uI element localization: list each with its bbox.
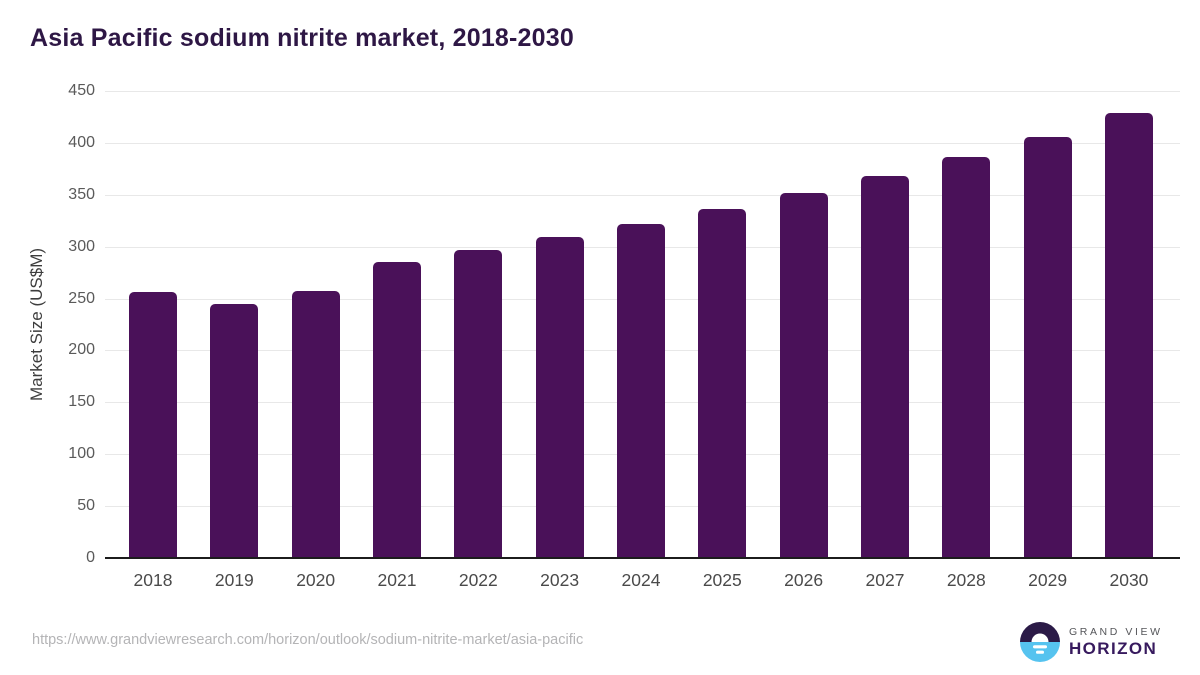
y-tick-label-350: 350 <box>68 185 95 203</box>
brand-product-name: HORIZON <box>1069 638 1158 658</box>
x-tick-label-2023: 2023 <box>540 570 580 590</box>
y-tick-label-250: 250 <box>68 289 95 307</box>
y-tick-label-0: 0 <box>86 549 95 566</box>
y-tick-label-200: 200 <box>68 341 95 359</box>
bar-2020 <box>291 291 340 558</box>
x-tick-label-2030: 2030 <box>1109 570 1149 590</box>
y-tick-label-50: 50 <box>77 497 95 515</box>
bar-2030 <box>1104 112 1153 558</box>
bar-2025 <box>698 209 747 558</box>
x-tick-label-2025: 2025 <box>702 570 742 590</box>
x-tick-label-2018: 2018 <box>133 570 173 590</box>
gridline-450 <box>105 91 1180 92</box>
y-axis-title: Market Size (US$M) <box>27 247 46 402</box>
bar-2022 <box>454 249 503 558</box>
bar-2028 <box>942 157 991 558</box>
plot-area: 0 50 100 150 200 250 300 350 400 450 2018 2019 2020 2… <box>68 82 1180 590</box>
x-tick-label-2024: 2024 <box>621 570 661 590</box>
bar-2024 <box>616 223 665 558</box>
bar-2018 <box>129 292 177 558</box>
x-axis-line <box>105 557 1180 559</box>
y-tick-label-300: 300 <box>68 237 95 255</box>
x-tick-label-2029: 2029 <box>1028 570 1068 590</box>
bar-2026 <box>779 192 828 558</box>
gridline-400 <box>105 142 1180 144</box>
bar-2027 <box>860 176 909 558</box>
y-tick-label-150: 150 <box>68 393 95 411</box>
y-tick-label-100: 100 <box>68 445 95 463</box>
x-tick-label-2026: 2026 <box>784 570 824 590</box>
brand-name: GRAND VIEW <box>1069 625 1163 638</box>
source-url: https://www.grandviewresearch.com/horizo… <box>32 632 584 648</box>
bar-2019 <box>210 303 259 558</box>
x-tick-label-2020: 2020 <box>296 570 336 590</box>
x-tick-label-2019: 2019 <box>214 570 254 590</box>
x-tick-label-2021: 2021 <box>377 570 417 590</box>
chart-title: Asia Pacific sodium nitrite market, 2018… <box>30 24 574 52</box>
gridline-350 <box>105 194 1180 196</box>
y-tick-label-450: 450 <box>68 82 95 99</box>
brand-wordmark: GRAND VIEW HORIZON <box>1069 626 1163 659</box>
x-tick-label-2028: 2028 <box>946 570 986 590</box>
y-tick-label-400: 400 <box>68 133 95 151</box>
x-tick-label-2027: 2027 <box>865 570 905 590</box>
x-tick-label-2022: 2022 <box>458 570 498 590</box>
bar-2029 <box>1023 136 1072 558</box>
brand-logo: GRAND VIEW HORIZON <box>1020 622 1163 662</box>
bar-2021 <box>372 262 421 558</box>
horizon-sun-icon <box>1020 622 1060 662</box>
bar-2023 <box>535 237 584 558</box>
